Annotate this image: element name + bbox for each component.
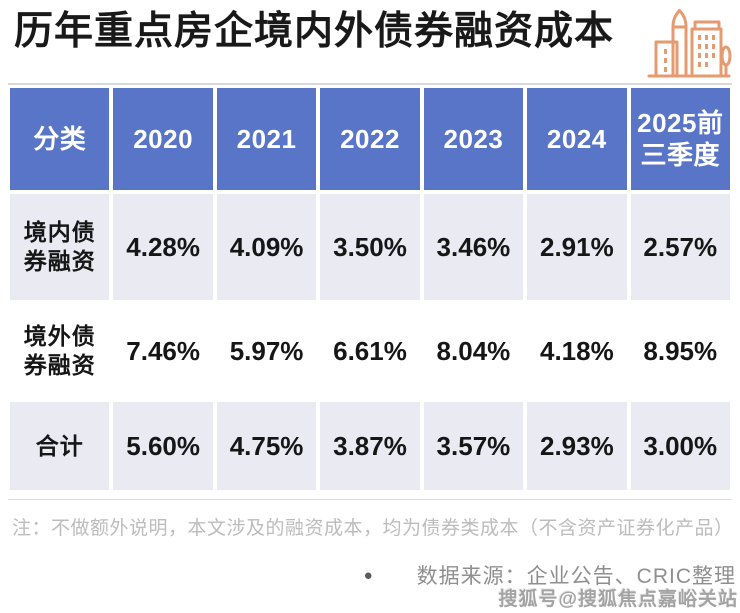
header-cell-2024: 2024 — [527, 88, 627, 190]
value-cell: 3.87% — [320, 402, 420, 490]
value-cell: 5.60% — [113, 402, 213, 490]
header-cell-category: 分类 — [10, 88, 110, 190]
header-cell-2022: 2022 — [320, 88, 420, 190]
data-source-row: ● 数据来源：企业公告、CRIC整理 — [364, 560, 736, 590]
value-cell: 4.75% — [216, 402, 317, 490]
financing-cost-table: 分类 2020 2021 2022 2023 2024 2025前三季度 境内债… — [10, 88, 730, 490]
value-cell: 8.04% — [423, 304, 524, 398]
data-source-text: 数据来源：企业公告、CRIC整理 — [416, 565, 736, 588]
header-cell-2025q3: 2025前三季度 — [630, 88, 730, 190]
value-cell: 3.00% — [630, 402, 730, 490]
row-label-overseas: 境外债券融资 — [10, 304, 110, 398]
header-cell-2020: 2020 — [113, 88, 213, 190]
page-title: 历年重点房企境内外债券融资成本 — [14, 10, 615, 53]
value-cell: 3.57% — [423, 402, 524, 490]
header-cell-2021: 2021 — [216, 88, 317, 190]
value-cell: 2.91% — [527, 194, 627, 300]
footnote: 注：不做额外说明，本文涉及的融资成本，均为债券类成本（不含资产证券化产品） — [12, 518, 734, 539]
title-divider — [8, 83, 732, 85]
bullet-icon: ● — [363, 566, 373, 584]
value-cell: 2.57% — [630, 194, 730, 300]
value-cell: 6.61% — [320, 304, 420, 398]
value-cell: 2.93% — [527, 402, 627, 490]
row-label-total: 合计 — [10, 402, 110, 490]
header-cell-2023: 2023 — [423, 88, 524, 190]
value-cell: 4.28% — [113, 194, 213, 300]
value-cell: 7.46% — [113, 304, 213, 398]
value-cell: 3.46% — [423, 194, 524, 300]
value-cell: 8.95% — [630, 304, 730, 398]
table-footer-divider — [8, 499, 732, 500]
sohu-watermark: 搜狐号@搜狐焦点嘉峪关站 — [498, 589, 738, 610]
value-cell: 3.50% — [320, 194, 420, 300]
value-cell: 5.97% — [216, 304, 317, 398]
value-cell: 4.18% — [527, 304, 627, 398]
row-label-domestic: 境内债券融资 — [10, 194, 110, 300]
buildings-icon — [647, 9, 732, 78]
value-cell: 4.09% — [216, 194, 317, 300]
